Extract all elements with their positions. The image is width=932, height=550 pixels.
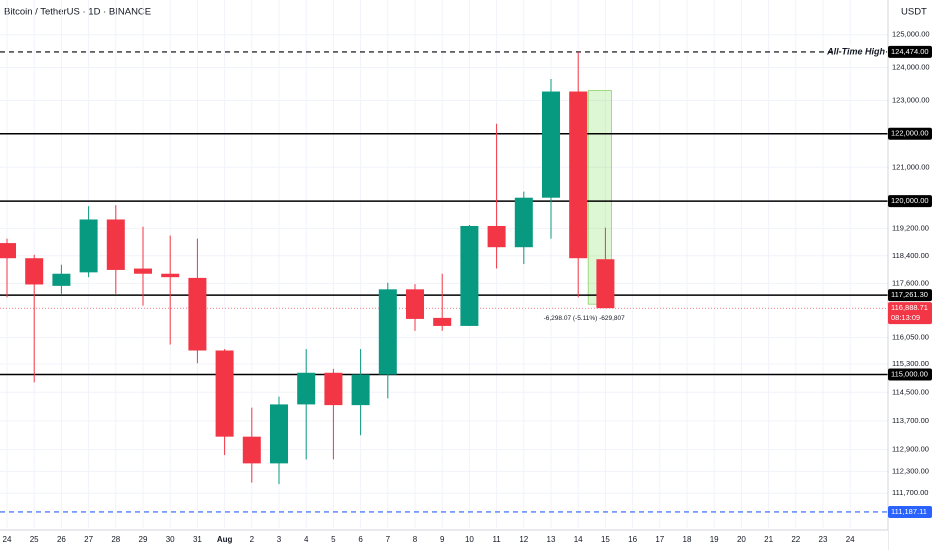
x-tick-label: 8 <box>413 535 418 544</box>
candle-body <box>542 91 560 198</box>
currency: USDT <box>901 7 927 18</box>
candle-body <box>406 289 424 319</box>
x-tick-label: 14 <box>574 535 583 544</box>
annotation-bg <box>838 44 886 59</box>
x-tick-label: 25 <box>30 535 39 544</box>
x-tick-label: 28 <box>111 535 120 544</box>
x-tick-label: 13 <box>547 535 556 544</box>
x-tick-label: 29 <box>139 535 148 544</box>
y-tick-label: 112,900.00 <box>892 445 929 454</box>
candle-body <box>487 225 506 248</box>
candle-body <box>433 317 452 326</box>
candle-body <box>242 436 261 464</box>
y-tick-label: 117,600.00 <box>892 278 929 287</box>
x-tick-label: 4 <box>304 535 309 544</box>
countdown: 08:13:09 <box>891 313 920 322</box>
candle-body <box>596 259 615 309</box>
level-price-box <box>888 289 932 302</box>
x-tick-label: 18 <box>683 535 692 544</box>
level-price-box <box>888 195 932 208</box>
candle-body <box>514 197 533 248</box>
x-tick-label: 22 <box>791 535 800 544</box>
x-tick-label: 5 <box>331 535 336 544</box>
candle-body <box>188 277 207 351</box>
y-tick-label: 113,700.00 <box>892 416 929 425</box>
time-axis-bg <box>0 530 888 550</box>
y-tick-label: 124,000.00 <box>892 62 930 71</box>
x-tick-label: 20 <box>737 535 746 544</box>
x-tick-label: 21 <box>764 535 773 544</box>
x-tick-label: 27 <box>84 535 93 544</box>
candle-body <box>161 273 180 278</box>
x-tick-label: 26 <box>57 535 66 544</box>
level-price-label: 122,000.00 <box>891 129 929 138</box>
candle-body <box>52 273 71 286</box>
measure-label: -6,298.07 (-5.11%) -629,807 <box>544 315 626 322</box>
candle-body <box>25 258 44 285</box>
y-tick-label: 118,400.00 <box>892 251 929 260</box>
y-tick-label: 115,300.00 <box>892 359 929 368</box>
x-tick-label: Aug <box>217 535 233 544</box>
candle-body <box>270 404 288 464</box>
x-tick-label: 16 <box>628 535 637 544</box>
candle-body <box>324 372 343 406</box>
candle-body <box>106 219 125 270</box>
x-tick-label: 31 <box>193 535 202 544</box>
x-tick-label: 12 <box>519 535 528 544</box>
x-tick-label: 10 <box>465 535 474 544</box>
price-axis-bg <box>888 0 932 550</box>
x-tick-label: 23 <box>819 535 828 544</box>
candle-body <box>215 350 234 437</box>
candle-body <box>297 372 316 405</box>
current-price-box <box>888 302 932 325</box>
level-price-label: 117,261.30 <box>891 290 928 299</box>
y-tick-label: 114,500.00 <box>892 387 929 396</box>
level-price-box <box>888 45 932 58</box>
candle-body <box>0 243 16 259</box>
x-tick-label: 11 <box>492 535 501 544</box>
x-tick-label: 7 <box>386 535 391 544</box>
candle-body <box>460 225 479 326</box>
chart-title: Bitcoin / TetherUS · 1D · BINANCE <box>4 7 151 18</box>
level-price-label: 120,000.00 <box>891 196 929 205</box>
x-tick-label: 24 <box>846 535 855 544</box>
x-tick-label: 30 <box>166 535 175 544</box>
level-price-label: 115,000.00 <box>891 370 928 379</box>
x-tick-label: 19 <box>710 535 719 544</box>
x-tick-label: 24 <box>3 535 12 544</box>
x-tick-label: 2 <box>250 535 255 544</box>
y-tick-label: 125,000.00 <box>892 30 930 39</box>
x-tick-label: 17 <box>655 535 664 544</box>
y-tick-label: 119,200.00 <box>892 223 929 232</box>
candle-body <box>134 268 152 274</box>
candle-body <box>351 374 370 406</box>
level-price-box <box>888 505 932 518</box>
level-price-label: 111,187.11 <box>891 507 927 516</box>
candle-body <box>569 91 588 259</box>
x-tick-label: 15 <box>601 535 610 544</box>
y-tick-label: 111,700.00 <box>892 488 928 497</box>
candle-body <box>79 219 98 273</box>
level-price-box <box>888 368 932 381</box>
y-tick-label: 116,050.00 <box>892 332 929 341</box>
y-tick-label: 123,000.00 <box>892 95 930 104</box>
y-tick-label: 121,000.00 <box>892 162 930 171</box>
level-price-box <box>888 127 932 140</box>
level-annotation: All-Time High <box>826 46 885 56</box>
candle-body <box>378 289 397 375</box>
x-tick-label: 3 <box>277 535 282 544</box>
y-tick-label: 112,300.00 <box>892 466 929 475</box>
x-tick-label: 6 <box>358 535 363 544</box>
level-price-label: 124,474.00 <box>891 47 929 56</box>
x-tick-label: 9 <box>440 535 445 544</box>
current-price-label: 116,888.71 <box>891 303 928 312</box>
